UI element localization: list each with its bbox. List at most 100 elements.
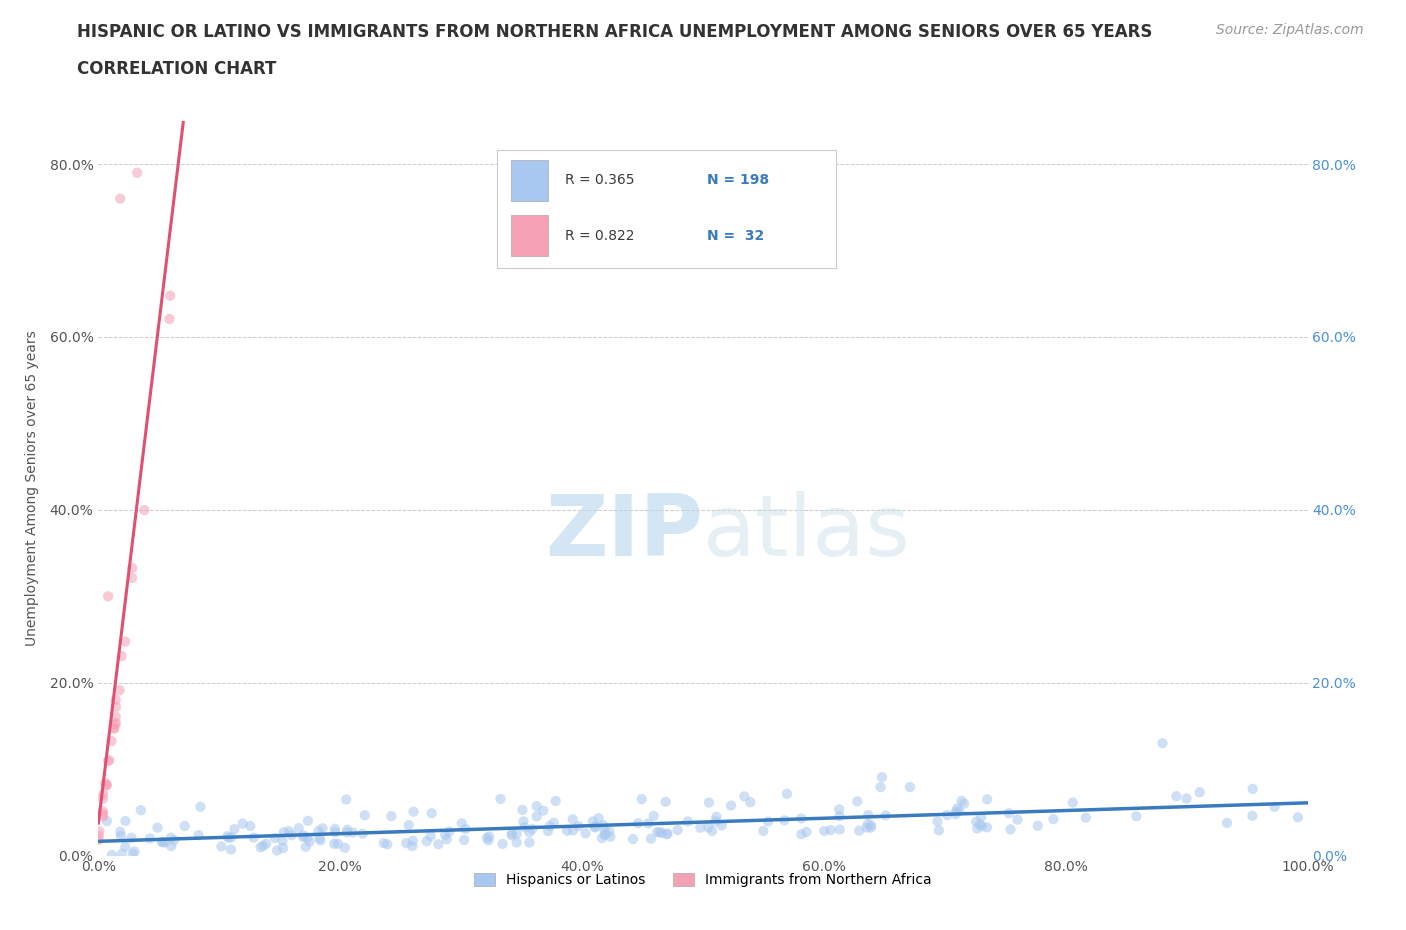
Point <box>453 832 475 847</box>
Point <box>94 776 117 790</box>
Point <box>946 801 969 816</box>
Point <box>157 312 180 326</box>
Point <box>538 818 561 833</box>
Point <box>420 805 443 820</box>
Point <box>419 829 441 844</box>
Text: atlas: atlas <box>703 491 911 574</box>
Point <box>450 816 472 830</box>
Point <box>121 561 143 576</box>
Point <box>110 824 132 839</box>
Point <box>93 787 115 802</box>
Point <box>773 813 796 828</box>
Point <box>645 825 668 840</box>
Point <box>846 794 869 809</box>
Point <box>239 818 262 833</box>
Point <box>575 826 598 841</box>
Point <box>380 809 402 824</box>
Point <box>249 840 271 855</box>
Point <box>776 787 799 802</box>
Point <box>813 823 835 838</box>
Point <box>96 814 118 829</box>
Point <box>98 753 121 768</box>
Point <box>700 823 723 838</box>
Point <box>254 836 277 851</box>
Point <box>948 804 970 818</box>
Point <box>335 792 357 807</box>
Point <box>87 832 110 847</box>
Point <box>111 846 134 861</box>
Point <box>129 803 152 817</box>
Point <box>927 814 949 829</box>
Point <box>1175 791 1198 806</box>
Point <box>187 828 209 843</box>
Point <box>697 795 720 810</box>
Point <box>89 824 111 839</box>
Point <box>323 825 346 840</box>
Point <box>427 837 450 852</box>
Point <box>280 828 302 843</box>
Point <box>311 821 333 836</box>
Point <box>395 836 418 851</box>
Point <box>630 791 652 806</box>
Point <box>522 821 544 836</box>
Point <box>592 817 614 832</box>
Point <box>134 502 156 517</box>
Point <box>936 807 959 822</box>
Point <box>308 823 330 838</box>
Point <box>160 830 183 845</box>
Point <box>595 827 617 842</box>
Point <box>342 825 364 840</box>
Point <box>666 822 689 837</box>
Point <box>648 825 671 840</box>
Point <box>104 717 127 732</box>
Point <box>91 791 114 806</box>
Point <box>969 817 991 832</box>
Point <box>591 830 613 845</box>
Point <box>104 716 127 731</box>
Point <box>209 839 232 854</box>
Point <box>828 802 851 817</box>
Point <box>567 818 589 833</box>
Point <box>218 830 240 845</box>
Point <box>402 804 425 819</box>
Point <box>945 804 967 819</box>
Point <box>859 820 882 835</box>
Point <box>875 808 897 823</box>
Point <box>640 831 662 846</box>
Point <box>489 791 512 806</box>
Point <box>828 822 851 837</box>
Point <box>555 823 578 838</box>
Point <box>1216 816 1239 830</box>
Point <box>651 826 673 841</box>
Point <box>96 777 118 792</box>
Point <box>121 830 143 845</box>
Point <box>583 819 606 834</box>
Point <box>271 841 294 856</box>
Point <box>856 807 879 822</box>
Point <box>704 814 727 829</box>
Point <box>96 777 118 792</box>
Text: Source: ZipAtlas.com: Source: ZipAtlas.com <box>1216 23 1364 37</box>
Point <box>643 808 665 823</box>
Point <box>752 823 775 838</box>
Point <box>105 699 128 714</box>
Point <box>91 806 114 821</box>
Point <box>501 828 523 843</box>
Point <box>108 683 131 698</box>
Point <box>593 822 616 837</box>
Point <box>373 836 395 851</box>
Point <box>477 832 499 847</box>
Point <box>415 834 437 849</box>
Point <box>434 828 457 843</box>
Point <box>689 820 711 835</box>
Point <box>252 839 274 854</box>
Point <box>100 734 122 749</box>
Point <box>1026 818 1049 833</box>
Point <box>190 800 212 815</box>
Point <box>352 827 374 842</box>
Point <box>297 814 319 829</box>
Point <box>1074 810 1097 825</box>
Point <box>519 835 541 850</box>
Point <box>583 820 606 835</box>
Point <box>160 839 183 854</box>
